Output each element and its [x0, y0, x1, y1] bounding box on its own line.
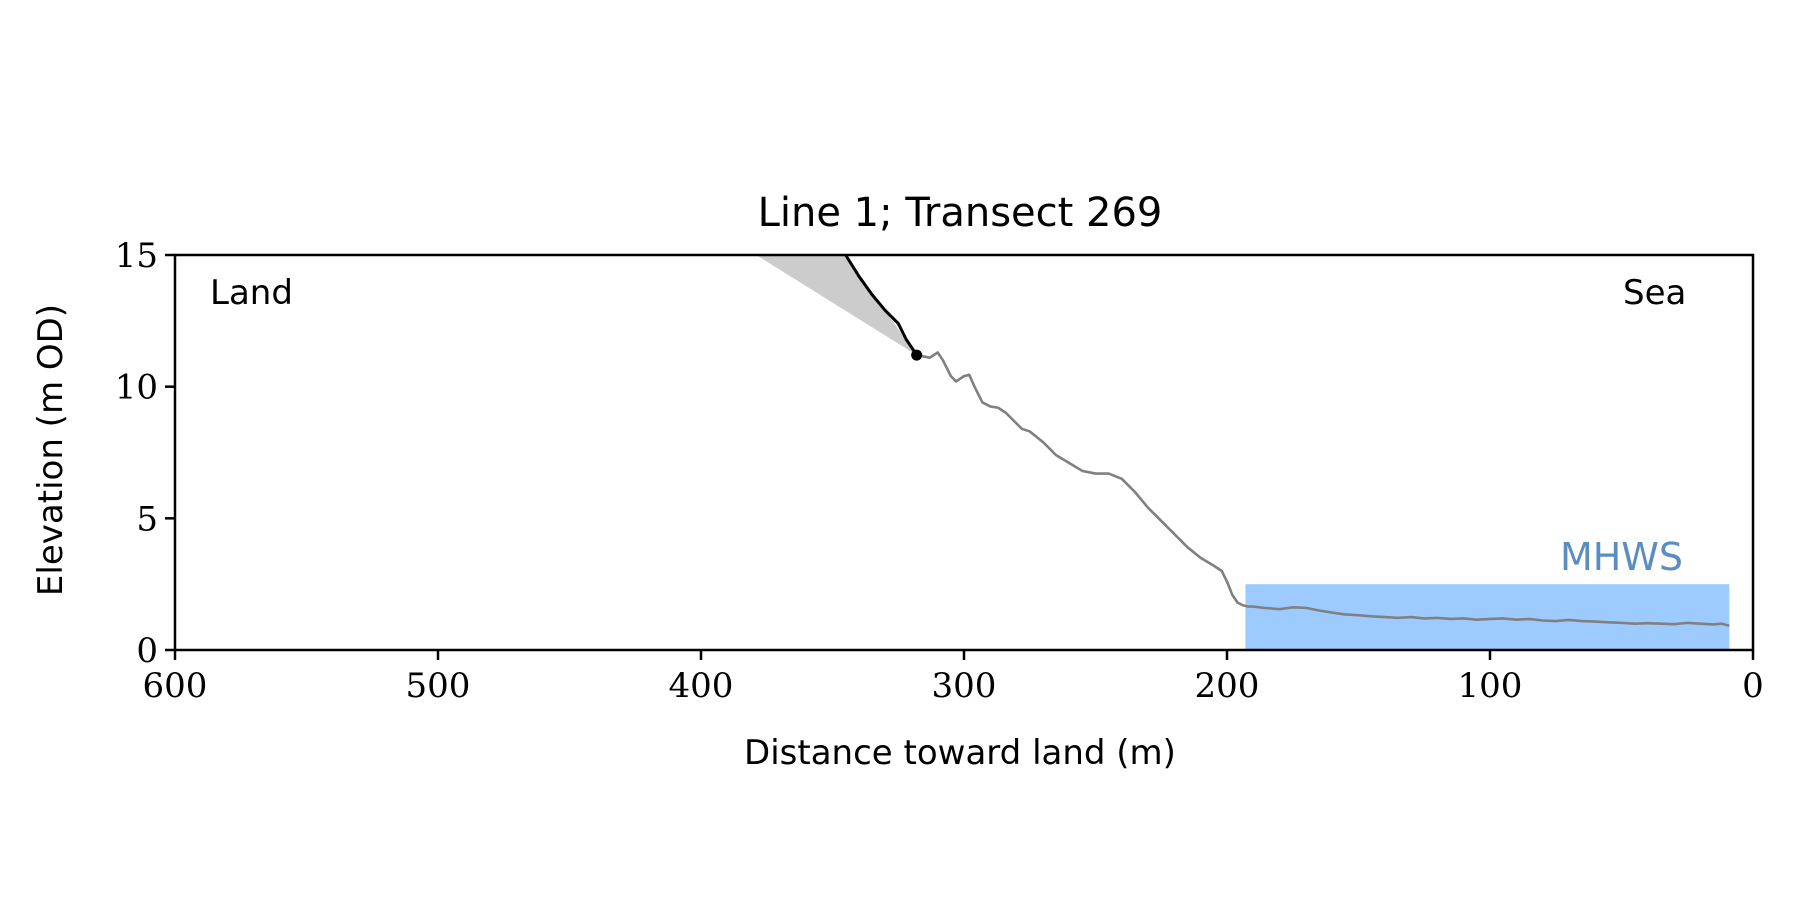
x-tick-label: 300 [932, 666, 997, 706]
plot-area [756, 254, 1730, 650]
y-tick-label: 10 [115, 368, 158, 408]
cliff-top-point [911, 349, 923, 361]
y-tick-label: 5 [136, 499, 158, 539]
y-tick-label: 15 [115, 236, 158, 276]
mhws-label: MHWS [1560, 535, 1683, 579]
mhws-band [1245, 584, 1730, 650]
x-tick-label: 100 [1458, 666, 1523, 706]
sea-region-label: Sea [1623, 273, 1686, 313]
x-tick-label: 200 [1195, 666, 1260, 706]
y-tick-label: 0 [136, 631, 158, 671]
x-tick-label: 400 [669, 666, 734, 706]
series-line-profile [916, 351, 1730, 628]
x-tick-label: 0 [1742, 666, 1764, 706]
chart-title: Line 1; Transect 269 [758, 190, 1163, 236]
x-tick-label: 600 [143, 666, 208, 706]
x-axis-label: Distance toward land (m) [744, 733, 1176, 773]
x-tick-label: 500 [406, 666, 471, 706]
land-region-label: Land [210, 273, 293, 313]
series-line-cliff [844, 254, 918, 356]
shaded-cliff-region [756, 255, 917, 356]
axes: 600 500 400 300 200 100 0 0 5 10 15 [115, 236, 1764, 706]
y-axis-label: Elevation (m OD) [31, 304, 71, 596]
